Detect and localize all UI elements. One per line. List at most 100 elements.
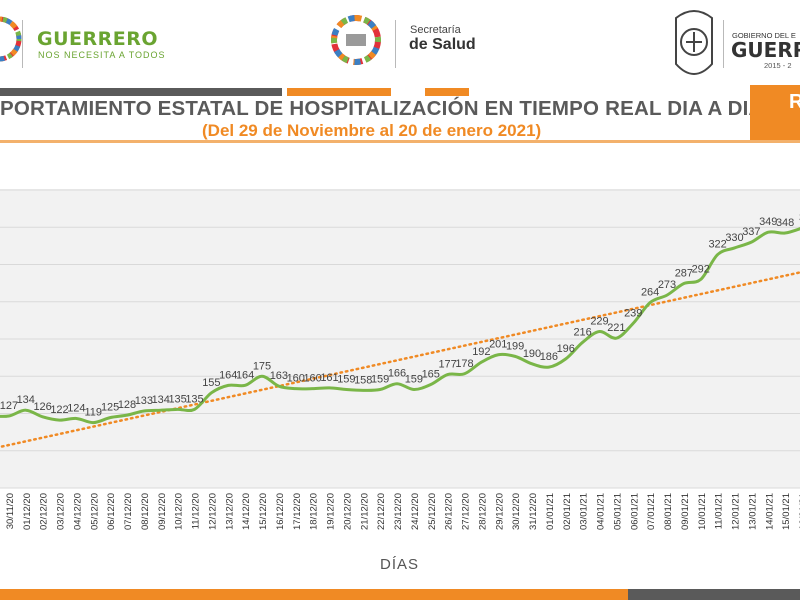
- data-label: 159: [337, 373, 355, 385]
- trend-line-path: [0, 271, 800, 449]
- data-label: 163: [270, 370, 288, 382]
- x-tick-label: 07/12/20: [123, 493, 134, 530]
- header-divider: [723, 20, 724, 68]
- x-tick-label: 15/12/20: [258, 493, 269, 530]
- page-title: PORTAMIENTO ESTATAL DE HOSPITALIZACIÓN E…: [0, 97, 764, 120]
- x-tick-label: 16/12/20: [275, 493, 286, 530]
- data-label: 175: [253, 360, 271, 372]
- x-tick-label: 27/12/20: [461, 493, 472, 530]
- x-tick-label: 14/01/21: [764, 493, 775, 530]
- x-tick-label: 25/12/20: [427, 493, 438, 530]
- x-tick-label: 04/12/20: [72, 493, 83, 530]
- header-divider: [395, 20, 396, 68]
- data-label: 201: [489, 339, 507, 351]
- data-label: 239: [624, 307, 642, 319]
- data-label: 135: [185, 393, 203, 405]
- side-box: [750, 85, 800, 141]
- x-tick-label: 29/12/20: [494, 493, 505, 530]
- x-tick-label: 09/01/21: [680, 493, 691, 530]
- x-tick-label: 07/01/21: [646, 493, 657, 530]
- x-tick-label: 20/12/20: [342, 493, 353, 530]
- x-tick-label: 23/12/20: [393, 493, 404, 530]
- x-tick-label: 31/12/20: [528, 493, 539, 530]
- footer-band-grey: [628, 589, 800, 600]
- x-tick-label: 28/12/20: [477, 493, 488, 530]
- data-label: 126: [33, 401, 51, 413]
- x-tick-label: 02/01/21: [562, 493, 573, 530]
- data-label: 216: [573, 326, 591, 338]
- title-underline: [0, 140, 800, 143]
- data-label: 127: [0, 400, 18, 412]
- data-label: 155: [202, 377, 220, 389]
- x-tick-label: 01/01/21: [545, 493, 556, 530]
- data-label: 122: [50, 404, 68, 416]
- data-label: 160: [287, 373, 305, 385]
- data-label: 229: [590, 316, 608, 328]
- secretaria-label: Secretaría: [410, 24, 461, 36]
- side-box-label: R: [789, 91, 800, 113]
- gobierno-years: 2015 - 2: [764, 61, 792, 70]
- data-label: 287: [675, 268, 693, 280]
- x-tick-label: 03/12/20: [56, 493, 67, 530]
- x-tick-label: 06/12/20: [106, 493, 117, 530]
- series-line: [0, 227, 800, 425]
- data-label: 292: [692, 263, 710, 275]
- x-tick-label: 10/01/21: [697, 493, 708, 530]
- color-band-orange: [287, 88, 391, 96]
- data-label: 221: [607, 322, 625, 334]
- x-tick-label: 16/01/21: [798, 493, 800, 530]
- data-label: 164: [236, 369, 254, 381]
- data-label: 124: [67, 402, 85, 414]
- x-tick-label: 12/01/21: [731, 493, 742, 530]
- x-tick-label: 30/11/20: [5, 493, 16, 529]
- gobierno-name: GUERR: [731, 38, 800, 62]
- title-bar: [0, 96, 748, 140]
- x-tick-label: 08/12/20: [140, 493, 151, 530]
- x-tick-label: 04/01/21: [596, 493, 607, 530]
- data-label: 134: [17, 394, 35, 406]
- x-axis-title: DÍAS: [380, 556, 420, 573]
- x-tick-label: 22/12/20: [376, 493, 387, 530]
- trend-line: [0, 271, 800, 449]
- state-seal-icon: [675, 10, 713, 75]
- color-band-orange-short: [425, 88, 469, 96]
- x-tick-label: 26/12/20: [444, 493, 455, 530]
- data-label: 135: [168, 393, 186, 405]
- guerrero-brand: GUERRERO: [37, 28, 159, 50]
- x-tick-label: 19/12/20: [326, 493, 337, 530]
- x-tick-label: 10/12/20: [174, 493, 185, 530]
- data-label: 134: [152, 394, 170, 406]
- x-tick-label: 13/01/21: [747, 493, 758, 530]
- x-tick-label: 15/01/21: [781, 493, 792, 530]
- chart-series: [0, 227, 800, 425]
- data-label: 190: [523, 348, 541, 360]
- gobierno-label: GOBIERNO DEL E: [732, 31, 796, 40]
- x-tick-label: 13/12/20: [224, 493, 235, 530]
- salud-label: de Salud: [409, 36, 476, 53]
- header: GUERRERO NOS NECESITA A TODOS Secretaría…: [0, 0, 800, 88]
- data-labels: 1271341261221241191251281331341351351551…: [0, 212, 800, 419]
- data-label: 166: [388, 368, 406, 380]
- x-tick-label: 05/12/20: [89, 493, 100, 530]
- x-tick-label: 17/12/20: [292, 493, 303, 530]
- data-label: 158: [354, 374, 372, 386]
- data-label: 330: [725, 232, 743, 244]
- x-tick-label: 12/12/20: [207, 493, 218, 530]
- x-tick-label: 18/12/20: [309, 493, 320, 530]
- data-label: 322: [708, 239, 726, 251]
- x-tick-label: 01/12/20: [22, 493, 33, 530]
- guerrero-tagline: NOS NECESITA A TODOS: [38, 50, 166, 60]
- x-tick-label: 06/01/21: [629, 493, 640, 530]
- salud-logo-icon: [331, 15, 381, 65]
- x-tick-label: 09/12/20: [157, 493, 168, 530]
- data-label: 164: [219, 369, 237, 381]
- data-label: 128: [118, 399, 136, 411]
- x-tick-label: 21/12/20: [359, 493, 370, 530]
- data-label: 161: [320, 372, 338, 384]
- x-tick-labels: 29/11/2030/11/2001/12/2002/12/2003/12/20…: [5, 493, 800, 530]
- data-label: 273: [658, 279, 676, 291]
- x-tick-label: 02/12/20: [39, 493, 50, 530]
- data-label: 348: [776, 217, 794, 229]
- guerrero-logo-icon: [0, 16, 22, 62]
- data-label: 160: [303, 373, 321, 385]
